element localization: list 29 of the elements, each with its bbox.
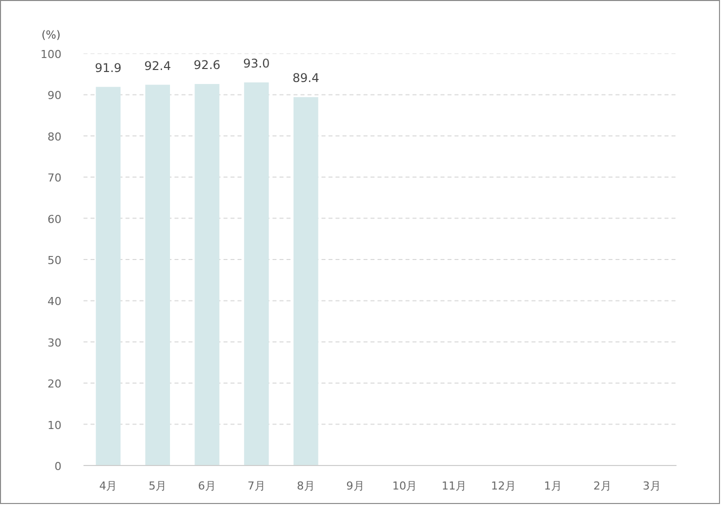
y-tick-label: 90 (48, 89, 62, 102)
x-tick-label: 9月 (346, 480, 364, 492)
data-label: 91.9 (94, 60, 122, 75)
x-tick-label: 7月 (247, 480, 266, 492)
y-tick-label: 30 (48, 336, 62, 350)
x-tick-label: 8月 (296, 480, 315, 492)
x-tick-label: 2月 (593, 480, 612, 492)
x-tick-label: 12月 (491, 480, 516, 492)
x-tick-label: 10月 (392, 480, 418, 492)
x-tick-label: 3月 (642, 480, 661, 492)
data-label: 93.0 (243, 56, 270, 70)
x-tick-label: 4月 (99, 480, 118, 492)
y-tick-label: 20 (48, 378, 62, 391)
y-tick-label: 70 (48, 172, 62, 185)
x-tick-label: 1月 (544, 480, 562, 492)
y-tick-label: 50 (48, 254, 62, 267)
data-label: 89.4 (292, 71, 320, 86)
data-label: 92.6 (194, 58, 220, 72)
y-tick-label: 100 (40, 48, 62, 61)
y-tick-label: 60 (48, 212, 62, 226)
y-tick-label: 0 (54, 460, 62, 473)
y-axis-title: (%) (42, 28, 61, 42)
data-label: 92.4 (144, 58, 171, 73)
y-tick-label: 40 (48, 295, 62, 308)
y-tick-label: 80 (48, 130, 62, 144)
x-tick-label: 11月 (442, 480, 467, 492)
y-tick-label: 10 (48, 418, 62, 432)
x-tick-label: 6月 (198, 480, 216, 492)
x-tick-label: 5月 (148, 480, 167, 492)
